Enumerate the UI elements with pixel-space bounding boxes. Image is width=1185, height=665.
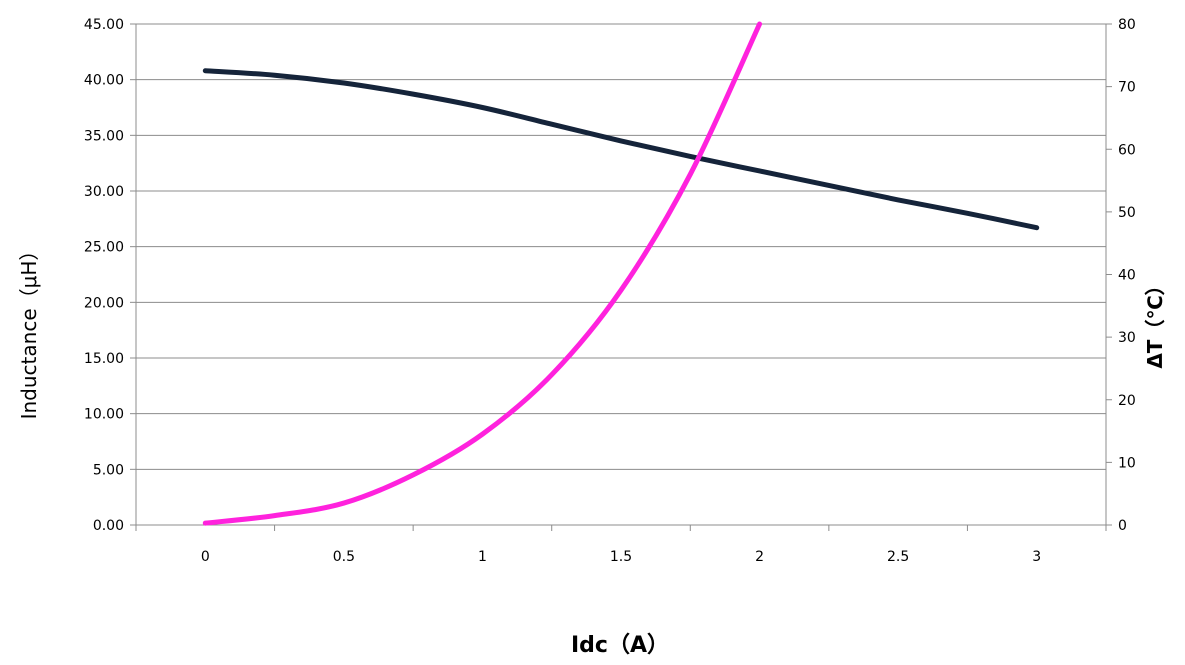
x-tick-label: 3 — [1032, 549, 1041, 565]
y-right-tick-label: 0 — [1118, 518, 1127, 534]
x-axis-title: Idc（A） — [571, 633, 669, 658]
y-right-tick-label: 80 — [1118, 17, 1136, 33]
y-left-tick-label: 5.00 — [93, 462, 124, 478]
y-right-tick-label: 70 — [1118, 80, 1136, 96]
gridlines — [136, 23, 1106, 470]
y-left-tick-label: 15.00 — [84, 351, 124, 367]
x-tick-label: 0.5 — [333, 549, 355, 565]
x-tick-label: 2 — [755, 549, 764, 565]
series — [202, 21, 1040, 526]
y-left-tick-label: 45.00 — [84, 17, 124, 33]
axes — [130, 23, 1112, 531]
x-tick-label: 1.5 — [610, 549, 632, 565]
y-left-tick-label: 25.00 — [84, 240, 124, 256]
y-left-tick-label: 0.00 — [93, 518, 124, 534]
y-left-tick-label: 10.00 — [84, 407, 124, 423]
y-left-tick-label: 35.00 — [84, 128, 124, 144]
series-line-delta-t — [202, 21, 763, 526]
x-tick-label: 2.5 — [887, 549, 909, 565]
y-axis-title-left: Inductance（μH） — [17, 241, 41, 420]
series-line-inductance — [202, 68, 1040, 231]
x-tick-label: 1 — [478, 549, 487, 565]
y-right-tick-label: 40 — [1118, 268, 1136, 284]
y-axis-title-right: ΔT（℃） — [1143, 275, 1167, 368]
tick-labels: 0.00 5.00 10.00 15.00 20.00 25.00 30.00 35.00 40… — [84, 17, 1136, 565]
y-left-tick-label: 20.00 — [84, 295, 124, 311]
y-right-tick-label: 20 — [1118, 393, 1136, 409]
y-right-tick-label: 10 — [1118, 455, 1136, 471]
y-left-tick-label: 40.00 — [84, 73, 124, 89]
x-tick-label: 0 — [201, 549, 210, 565]
y-left-tick-label: 30.00 — [84, 184, 124, 200]
y-right-tick-label: 30 — [1118, 330, 1136, 346]
y-right-tick-label: 60 — [1118, 142, 1136, 158]
y-right-tick-label: 50 — [1118, 205, 1136, 221]
